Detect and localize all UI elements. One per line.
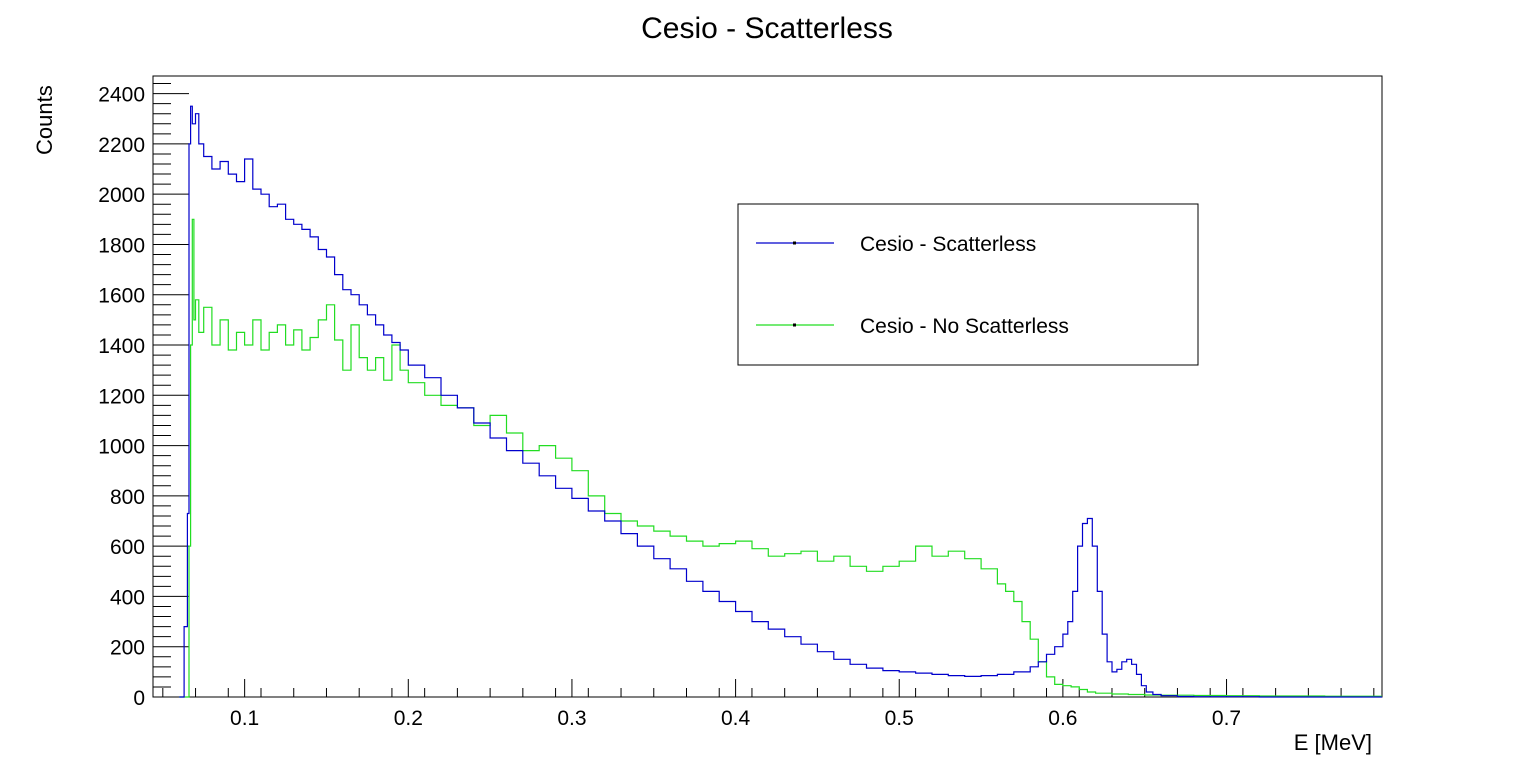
y-tick-label: 1200: [98, 385, 145, 408]
legend-label-1: Cesio - No Scatterless: [860, 315, 1069, 338]
legend: Cesio - Scatterless Cesio - No Scatterles…: [737, 203, 1199, 366]
y-tick-label: 0: [133, 687, 145, 710]
x-tick-label: 0.6: [1048, 707, 1077, 730]
x-tick-label: 0.3: [557, 707, 586, 730]
y-tick-label: 1000: [98, 436, 145, 459]
y-tick-label: 800: [110, 486, 145, 509]
x-tick-label: 0.7: [1212, 707, 1241, 730]
x-tick-label: 0.1: [230, 707, 259, 730]
legend-marker-0: [793, 241, 796, 245]
y-tick-label: 600: [110, 536, 145, 559]
series-line-1: [179, 218, 1382, 698]
plot-frame: [152, 75, 1383, 698]
legend-label-0: Cesio - Scatterless: [860, 233, 1036, 256]
y-tick-label: 200: [110, 637, 145, 660]
series-line-0: [179, 105, 1382, 698]
x-tick-label: 0.4: [721, 707, 751, 730]
x-tick-label: 0.2: [394, 707, 423, 730]
legend-box: [737, 203, 1199, 366]
y-tick-label: 2400: [98, 84, 145, 107]
y-axis-ticks: 0 200 400 600 800 1000 1200 1400 1600 1800 2000 220…: [98, 83, 189, 710]
x-tick-label: 0.5: [885, 707, 914, 730]
y-tick-label: 2000: [98, 184, 145, 207]
series-layer: [179, 105, 1382, 698]
x-axis-ticks: 0.1 0.2 0.3 0.4 0.5 0.6 0.7: [162, 679, 1375, 730]
y-tick-label: 400: [110, 586, 145, 609]
chart-title: Cesio - Scatterless: [641, 12, 893, 45]
legend-marker-1: [793, 323, 796, 327]
y-tick-label: 2200: [98, 134, 145, 157]
y-tick-label: 1600: [98, 285, 145, 308]
y-tick-label: 1400: [98, 335, 145, 358]
y-axis-label: Counts: [32, 85, 57, 155]
y-tick-label: 1800: [98, 234, 145, 257]
x-axis-label: E [MeV]: [1294, 730, 1372, 755]
